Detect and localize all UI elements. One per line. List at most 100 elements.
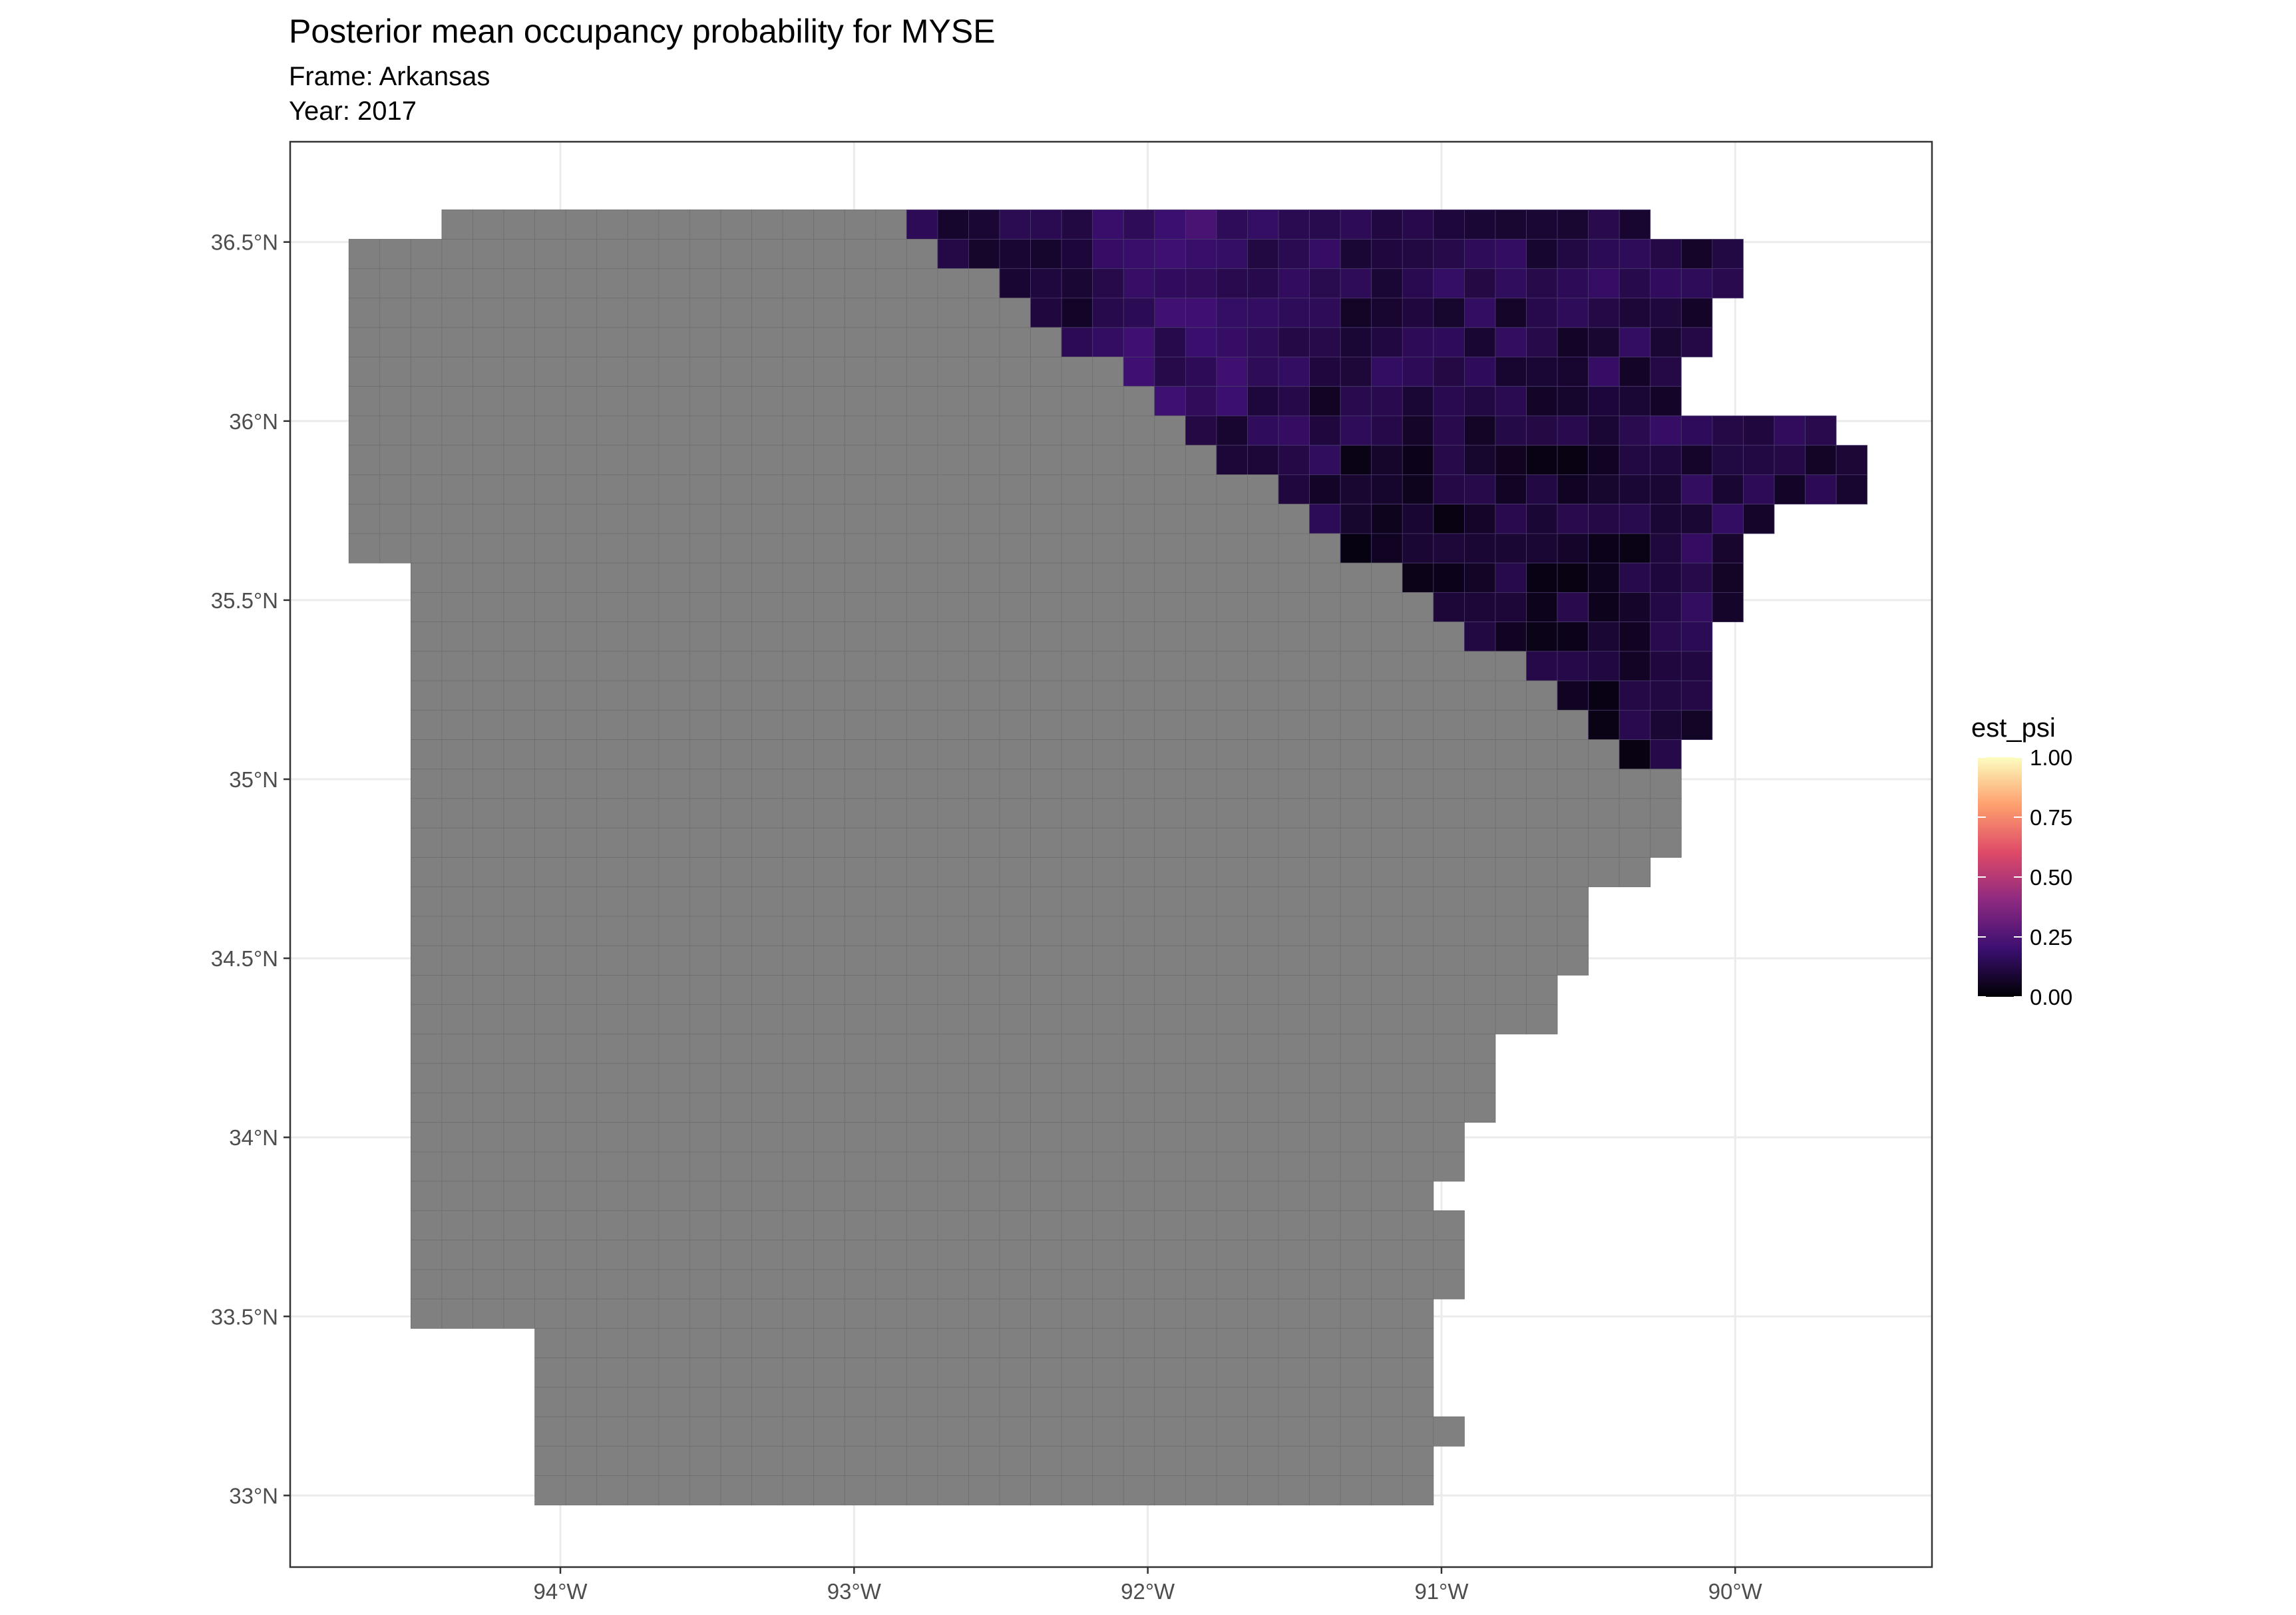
grid-cell-na	[689, 1387, 721, 1417]
grid-cell-na	[534, 739, 566, 770]
grid-cell-na	[1247, 562, 1279, 593]
grid-cell-na	[1154, 1151, 1186, 1182]
grid-cell-na	[1030, 1093, 1062, 1123]
grid-cell-na	[1433, 857, 1465, 888]
grid-cell-na	[1123, 1004, 1155, 1035]
grid-cell-na	[937, 651, 969, 681]
grid-cell-na	[1154, 739, 1186, 770]
grid-cell-na	[813, 798, 845, 828]
grid-cell	[1588, 327, 1620, 357]
grid-cell	[1464, 327, 1496, 357]
grid-cell-na	[1061, 445, 1093, 475]
grid-cell-na	[1464, 739, 1496, 770]
grid-cell-na	[906, 651, 938, 681]
grid-cell-na	[1092, 1151, 1124, 1182]
grid-cell-na	[1371, 562, 1403, 593]
grid-cell-na	[751, 1180, 783, 1211]
grid-cell	[1402, 297, 1434, 328]
grid-cell	[1557, 592, 1589, 623]
grid-cell	[1402, 209, 1434, 240]
grid-cell	[1526, 504, 1558, 534]
grid-cell-na	[906, 916, 938, 946]
grid-cell-na	[410, 1122, 443, 1153]
grid-cell-na	[1526, 857, 1558, 888]
grid-cell-na	[658, 622, 690, 652]
grid-cell-na	[689, 562, 721, 593]
grid-cell	[1340, 445, 1372, 475]
grid-cell-na	[1464, 916, 1496, 946]
grid-cell-na	[875, 1122, 907, 1153]
grid-cell-na	[1402, 622, 1434, 652]
grid-cell-na	[1061, 827, 1093, 858]
grid-cell-na	[1092, 916, 1124, 946]
grid-cell-na	[1030, 1180, 1062, 1211]
grid-cell-na	[410, 1210, 443, 1241]
grid-cell-na	[1092, 1416, 1124, 1447]
grid-cell-na	[875, 1475, 907, 1506]
grid-cell-na	[410, 1004, 443, 1035]
grid-cell-na	[689, 827, 721, 858]
grid-cell-na	[1092, 709, 1124, 740]
grid-cell-na	[999, 1269, 1031, 1300]
grid-cell-na	[689, 1416, 721, 1447]
grid-cell-na	[1402, 1240, 1434, 1270]
grid-cell-na	[410, 415, 443, 446]
grid-cell-na	[999, 1122, 1031, 1153]
grid-cell-na	[720, 1387, 752, 1417]
grid-cell-na	[1092, 1328, 1124, 1358]
grid-cell-na	[1030, 1475, 1062, 1506]
grid-cell-na	[813, 1357, 845, 1388]
grid-cell-na	[1216, 1475, 1248, 1506]
grid-cell-na	[1154, 857, 1186, 888]
grid-cell	[1309, 474, 1341, 505]
grid-cell-na	[1495, 827, 1527, 858]
grid-cell-na	[968, 297, 1000, 328]
grid-cell	[1650, 415, 1682, 446]
grid-cell-na	[751, 798, 783, 828]
grid-cell-na	[999, 445, 1031, 475]
grid-cell-na	[844, 1269, 876, 1300]
grid-cell-na	[1123, 1093, 1155, 1123]
grid-cell-na	[1402, 651, 1434, 681]
grid-cell-na	[1309, 886, 1341, 917]
grid-cell	[1619, 504, 1651, 534]
grid-cell-na	[410, 533, 443, 564]
grid-cell-na	[1154, 1004, 1186, 1035]
grid-cell-na	[689, 474, 721, 505]
grid-cell	[1278, 239, 1310, 269]
grid-cell-na	[689, 1328, 721, 1358]
grid-cell-na	[751, 916, 783, 946]
grid-cell-na	[875, 327, 907, 357]
grid-cell-na	[751, 1475, 783, 1506]
grid-cell-na	[906, 709, 938, 740]
grid-cell-na	[1061, 1475, 1093, 1506]
grid-cell-na	[658, 1151, 690, 1182]
grid-cell	[1774, 474, 1806, 505]
grid-cell	[1433, 268, 1465, 299]
grid-cell-na	[689, 268, 721, 299]
grid-cell-na	[999, 1416, 1031, 1447]
grid-cell-na	[596, 1093, 628, 1123]
grid-cell	[1123, 297, 1155, 328]
grid-cell-na	[658, 415, 690, 446]
grid-cell-na	[844, 1445, 876, 1476]
grid-cell-na	[999, 975, 1031, 1005]
grid-cell-na	[813, 1445, 845, 1476]
grid-cell-na	[565, 1093, 598, 1123]
grid-cell-na	[751, 827, 783, 858]
grid-cell-na	[1092, 1093, 1124, 1123]
grid-cell-na	[565, 798, 598, 828]
grid-cell-na	[906, 415, 938, 446]
grid-cell-na	[658, 268, 690, 299]
grid-cell-na	[1216, 1063, 1248, 1093]
grid-cell-na	[813, 857, 845, 888]
grid-cell	[1619, 268, 1651, 299]
grid-cell-na	[906, 1151, 938, 1182]
grid-cell-na	[875, 1269, 907, 1300]
grid-cell-na	[906, 1033, 938, 1064]
grid-cell-na	[1154, 474, 1186, 505]
grid-cell-na	[1185, 975, 1217, 1005]
grid-cell-na	[627, 1416, 660, 1447]
grid-cell-na	[596, 739, 628, 770]
grid-cell-na	[1092, 504, 1124, 534]
